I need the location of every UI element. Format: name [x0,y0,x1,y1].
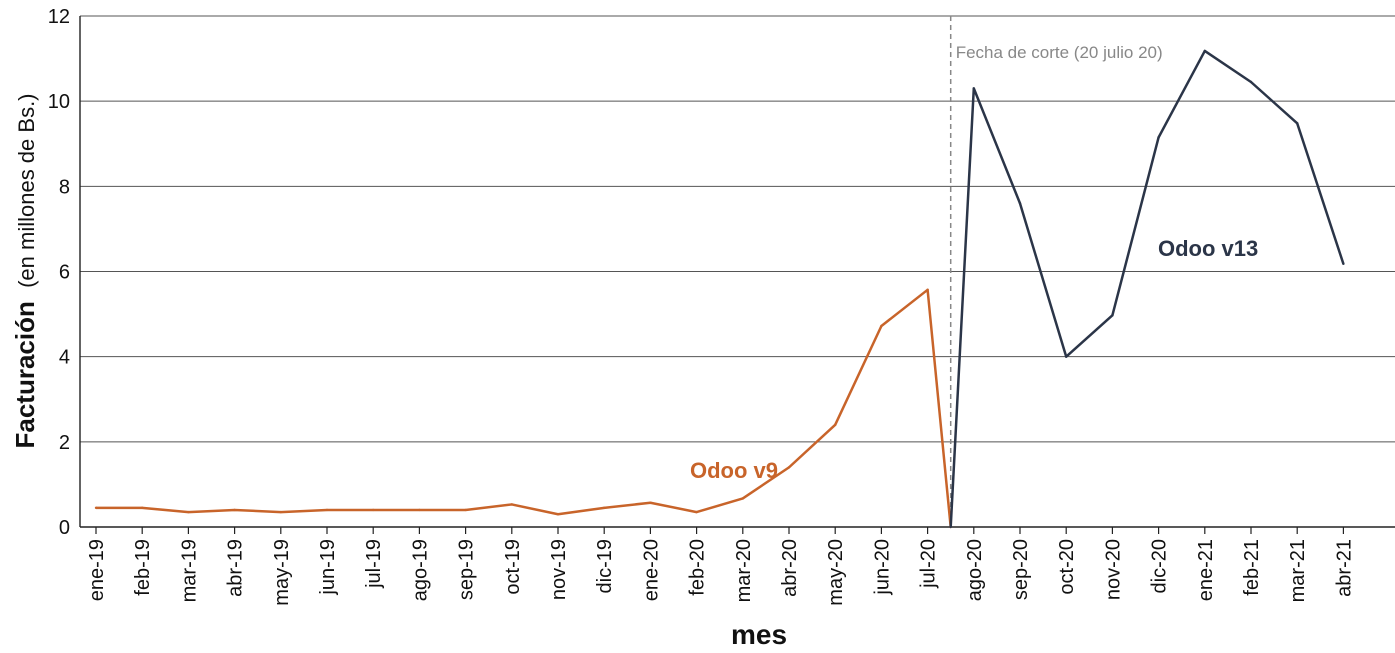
x-tick-label: abr-19 [225,539,247,597]
x-tick-label: ago-20 [964,539,986,601]
data-point [741,497,744,500]
data-point [325,508,329,512]
data-point [418,508,421,512]
y-axis-label-main: Facturación [10,301,40,448]
x-tick-label: jun-20 [871,539,893,596]
x-tick-label: may-20 [825,539,847,606]
x-tick-label: jul-20 [918,539,940,589]
x-axis-ticks: ene-19 feb-19 mar-19 abr-19 may-19 jun-19 jul-… [86,527,1355,606]
data-point [1203,49,1207,53]
x-tick-label: mar-19 [178,539,200,602]
data-point [1157,136,1160,139]
x-tick-label: abr-20 [779,539,801,597]
series-lines: Odoo v9 Odoo v13 [94,49,1345,529]
data-point [926,288,929,292]
data-point [141,506,144,510]
data-point [233,508,236,512]
series-line [949,49,1345,528]
x-tick-label: oct-20 [1056,539,1078,595]
x-tick-label: ene-21 [1195,539,1217,601]
x-tick-label: ene-19 [86,539,108,601]
data-point [649,501,652,504]
y-axis-ticks: 0 2 4 6 8 10 12 [48,6,70,539]
data-point [787,466,791,469]
x-tick-label: sep-20 [1010,539,1032,600]
data-point [464,508,467,512]
x-tick-label: sep-19 [456,539,478,600]
x-axis-label: mes [731,619,787,650]
x-tick-label: jun-19 [317,539,339,596]
x-tick-label: feb-20 [687,539,709,596]
data-point [279,510,282,514]
x-tick-label: abr-21 [1333,539,1355,597]
y-tick-label: 0 [59,517,70,539]
data-point [556,513,560,516]
data-point [949,525,952,529]
x-tick-label: ene-20 [640,539,662,601]
data-point [372,508,375,512]
x-tick-label: ago-19 [409,539,431,601]
series-label: Odoo v13 [1158,236,1258,261]
x-tick-label: dic-19 [594,539,616,593]
y-tick-label: 2 [59,432,70,454]
data-point [94,506,98,510]
y-axis-label-sub: (en millones de Bs.) [14,93,39,287]
y-tick-label: 10 [48,91,70,113]
gridlines [79,15,1395,528]
x-tick-label: nov-20 [1102,539,1124,600]
y-tick-label: 6 [59,262,70,284]
x-tick-label: nov-19 [548,539,570,600]
x-tick-label: feb-19 [132,539,154,596]
y-axis-label: Facturación (en millones de Bs.) [10,93,40,448]
x-tick-label: mar-20 [733,539,755,602]
data-point [510,503,513,506]
data-point [880,324,883,328]
x-tick-label: may-19 [271,539,293,606]
data-point [1018,202,1022,205]
y-tick-label: 8 [59,176,70,198]
data-point [1065,355,1068,358]
series-label: Odoo v9 [690,458,778,483]
cutoff-annotation: Fecha de corte (20 julio 20) [956,43,1163,62]
x-tick-label: jul-19 [363,539,385,589]
data-point [695,510,698,514]
data-point [603,506,606,510]
y-tick-label: 4 [59,347,70,369]
data-point [1249,80,1253,84]
data-point [1296,122,1299,125]
x-tick-label: oct-19 [502,539,524,595]
data-point [187,510,190,514]
data-point [1342,262,1345,266]
data-point [972,87,975,90]
x-tick-label: dic-20 [1149,539,1171,593]
x-tick-label: feb-21 [1241,539,1263,596]
data-point [834,423,837,426]
y-tick-label: 12 [48,6,70,28]
series-line [96,288,952,528]
data-point [1111,314,1114,317]
x-tick-label: mar-21 [1287,539,1309,602]
